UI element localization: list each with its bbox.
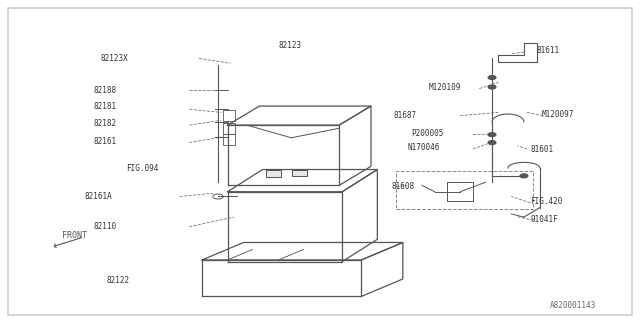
Text: M120109: M120109 [428,83,461,92]
Text: A820001143: A820001143 [549,301,596,310]
Text: 81611: 81611 [537,46,560,55]
Bar [292,170,307,177]
Text: P200005: P200005 [411,130,444,139]
Bar [223,134,235,145]
Text: FIG.420: FIG.420 [531,197,563,206]
Bar [223,110,235,121]
Text: FRONT: FRONT [62,231,87,240]
Text: N170046: N170046 [408,143,440,152]
Circle shape [520,174,528,178]
Text: 81687: 81687 [394,111,417,120]
Text: FIG.094: FIG.094 [125,164,158,173]
Text: 82161: 82161 [94,137,117,146]
Text: 82188: 82188 [94,86,117,95]
Text: M120097: M120097 [541,109,574,118]
Text: 82123X: 82123X [100,54,128,63]
Circle shape [488,133,496,137]
Text: 82161A: 82161A [84,192,112,201]
Circle shape [488,141,496,144]
Text: 91041F: 91041F [531,214,558,223]
Text: 81601: 81601 [531,145,554,154]
Text: 82110: 82110 [94,222,117,231]
Text: 82182: 82182 [94,119,117,128]
Text: 81608: 81608 [392,181,415,190]
Circle shape [488,85,496,89]
Circle shape [488,76,496,79]
Text: 82122: 82122 [106,276,130,285]
Text: 82181: 82181 [94,102,117,111]
Bar [223,123,235,134]
Text: 82123: 82123 [278,41,301,50]
Bar [266,171,282,178]
